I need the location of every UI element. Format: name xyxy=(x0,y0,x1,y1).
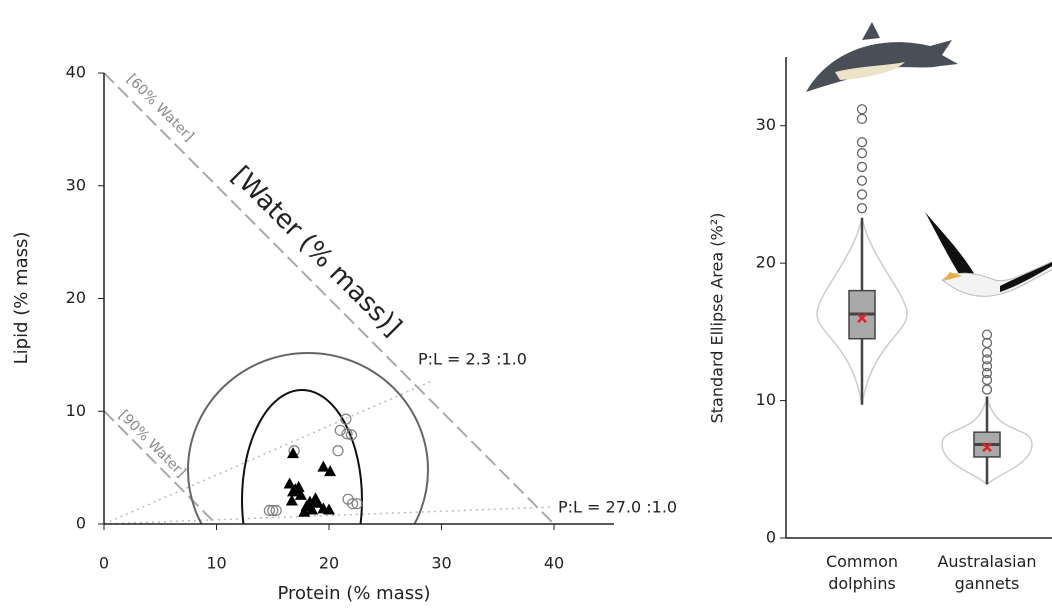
x-tick-label: 10 xyxy=(206,554,226,573)
point xyxy=(306,503,319,515)
outer-ellipse xyxy=(187,352,429,524)
outlier xyxy=(981,347,993,358)
point xyxy=(263,504,275,517)
water-90-line xyxy=(103,410,217,525)
point xyxy=(267,504,279,517)
point xyxy=(270,504,282,517)
mean xyxy=(982,442,992,453)
y-axis-title: Lipid (% mass) xyxy=(11,232,32,365)
y-tick-label: 30 xyxy=(756,115,776,134)
outlier xyxy=(981,329,993,340)
mean xyxy=(857,313,867,323)
point xyxy=(323,503,335,515)
point xyxy=(351,498,363,510)
annotation: P:L = 2.3 :1.0 xyxy=(418,350,527,369)
x-tick-label: 20 xyxy=(319,554,339,573)
outlier xyxy=(981,384,993,395)
inner-ellipse xyxy=(241,389,363,524)
outlier xyxy=(981,337,993,349)
outlier xyxy=(856,175,868,186)
water-60-line xyxy=(103,72,555,525)
x-tick-label: 40 xyxy=(544,554,564,573)
point xyxy=(287,447,299,459)
y-tick-label: 10 xyxy=(756,390,776,409)
y-tick-label: 0 xyxy=(766,528,776,547)
point xyxy=(287,485,299,497)
outlier xyxy=(981,354,993,365)
outlier xyxy=(981,374,993,386)
y-tick-label: 10 xyxy=(66,401,86,420)
point xyxy=(317,460,330,472)
point xyxy=(294,488,307,500)
outlier xyxy=(981,361,993,372)
x-tick-label: 30 xyxy=(431,554,451,573)
point xyxy=(345,429,358,441)
point xyxy=(298,505,311,517)
y-tick-label: 40 xyxy=(66,63,86,82)
outlier xyxy=(981,367,993,379)
point xyxy=(303,495,316,507)
outlier xyxy=(856,203,868,214)
point xyxy=(292,480,305,492)
x-axis-title: Protein (% mass) xyxy=(277,583,430,604)
x-tick-label: Australasian gannets xyxy=(937,552,1036,593)
x-tick-label: Common dolphins xyxy=(826,552,898,593)
point xyxy=(324,465,337,477)
y-tick-label: 20 xyxy=(756,253,776,272)
y-axis-title: Standard Ellipse Area (%²) xyxy=(708,213,727,424)
point xyxy=(340,413,352,425)
point xyxy=(347,498,359,510)
annotation: [60% Water] xyxy=(123,71,196,144)
dolphin-icon xyxy=(806,22,958,92)
y-tick-label: 0 xyxy=(76,514,86,533)
point xyxy=(285,494,298,506)
outlier xyxy=(856,113,868,124)
outlier xyxy=(856,161,868,173)
annotation: [Water (% mass)] xyxy=(225,161,407,343)
outlier xyxy=(856,148,868,159)
gannet-icon xyxy=(925,212,1052,297)
violin xyxy=(816,217,908,405)
point xyxy=(283,477,296,489)
outlier xyxy=(856,137,868,148)
annotation: [90% Water] xyxy=(115,407,188,480)
y-tick-label: 30 xyxy=(66,175,86,194)
point xyxy=(341,428,353,440)
point xyxy=(332,445,344,457)
annotation: P:L = 27.0 :1.0 xyxy=(558,498,677,517)
x-tick-label: 0 xyxy=(99,554,109,573)
outlier xyxy=(856,189,868,200)
outlier xyxy=(856,104,868,115)
point xyxy=(334,424,346,437)
y-tick-label: 20 xyxy=(66,288,86,307)
